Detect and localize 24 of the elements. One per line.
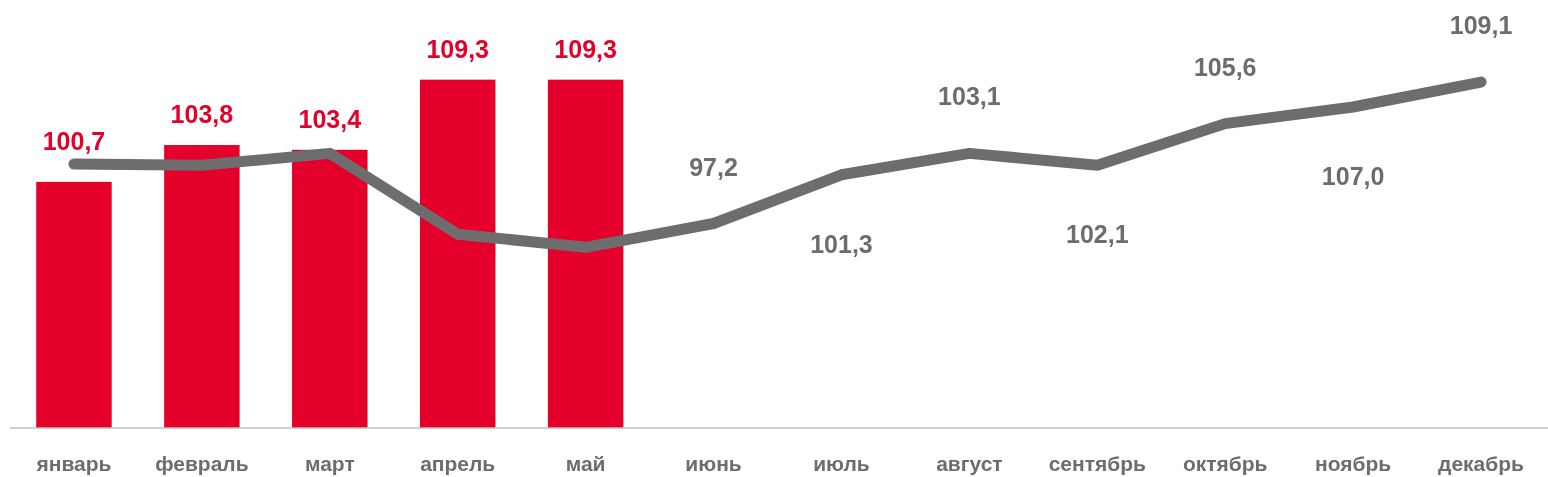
x-tick-label: январь (35, 452, 112, 475)
data-label: 100,7 (42, 127, 106, 156)
x-tick-label: март (304, 452, 355, 475)
x-tick-label: июнь (685, 452, 742, 475)
x-tick-label: август (936, 452, 1003, 475)
x-tick-label: июль (813, 452, 870, 475)
data-label: 109,3 (554, 34, 617, 63)
x-tick-label: февраль (155, 452, 249, 475)
data-label: 109,1 (1449, 11, 1513, 40)
data-label: 97,2 (689, 152, 738, 181)
data-label: 107,0 (1321, 162, 1385, 190)
data-label: 105,6 (1193, 52, 1257, 81)
x-tick-label: сентябрь (1048, 452, 1147, 475)
data-label: 101,3 (810, 229, 873, 258)
data-label: 103,4 (298, 104, 362, 133)
x-tick-label: май (565, 452, 606, 475)
data-label: 109,3 (426, 34, 489, 63)
x-tick-label: октябрь (1182, 452, 1268, 475)
data-label: 102,1 (1066, 220, 1129, 249)
x-tick-label: апрель (420, 452, 496, 475)
data-label: 103,8 (170, 100, 234, 129)
x-tick-label: декабрь (1438, 452, 1525, 475)
x-tick-label: ноябрь (1315, 452, 1392, 475)
data-label: 103,1 (938, 82, 1001, 111)
